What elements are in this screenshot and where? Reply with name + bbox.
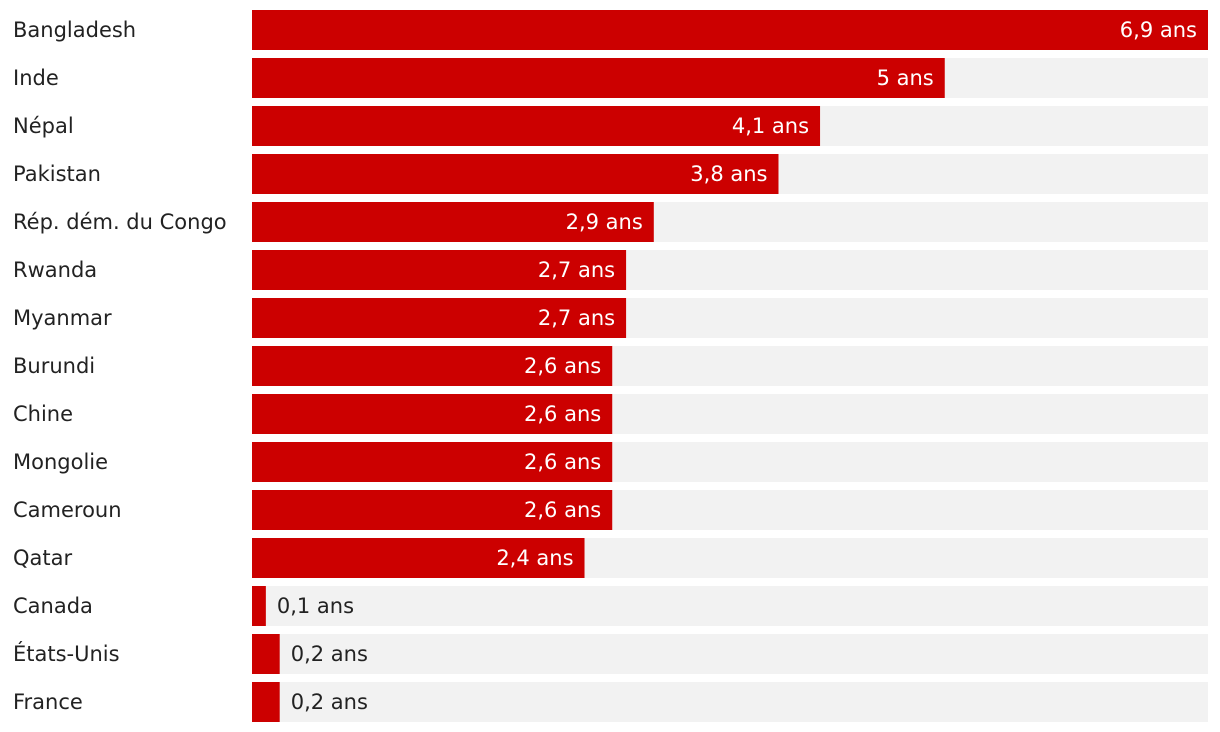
bar-row: Inde 5 ans [13, 58, 1208, 98]
bar-row: Rwanda 2,7 ans [13, 250, 1208, 290]
bar-row: Rép. dém. du Congo 2,9 ans [13, 202, 1208, 242]
bar [252, 250, 627, 290]
value-label: 0,2 ans [291, 690, 368, 714]
bar-row: Canada 0,1 ans [13, 586, 1208, 626]
bar [252, 298, 627, 338]
category-label: France [13, 690, 83, 714]
bar [252, 10, 1208, 50]
bar [252, 202, 654, 242]
value-label: 0,2 ans [291, 642, 368, 666]
bar-track [252, 634, 1208, 674]
value-label: 2,7 ans [538, 306, 615, 330]
value-label: 3,8 ans [690, 162, 767, 186]
category-label: Myanmar [13, 306, 112, 330]
category-label: Rwanda [13, 258, 97, 282]
category-label: Bangladesh [13, 18, 136, 42]
bar-row: États-Unis 0,2 ans [13, 634, 1208, 674]
category-label: Mongolie [13, 450, 108, 474]
category-label: Rép. dém. du Congo [13, 210, 227, 234]
bar-track [252, 682, 1208, 722]
bar [252, 586, 266, 626]
category-label: Népal [13, 114, 74, 138]
category-label: États-Unis [13, 641, 120, 666]
bar-row: Népal 4,1 ans [13, 106, 1208, 146]
bar [252, 58, 945, 98]
category-label: Qatar [13, 546, 73, 570]
bar-row: Myanmar 2,7 ans [13, 298, 1208, 338]
bar-row: France 0,2 ans [13, 682, 1208, 722]
category-label: Inde [13, 66, 59, 90]
bar [252, 394, 613, 434]
value-label: 4,1 ans [732, 114, 809, 138]
value-label: 2,7 ans [538, 258, 615, 282]
bar [252, 442, 613, 482]
bar [252, 682, 280, 722]
bar [252, 538, 585, 578]
bar-row: Bangladesh 6,9 ans [13, 10, 1208, 50]
bar [252, 106, 821, 146]
bar-row: Mongolie 2,6 ans [13, 442, 1208, 482]
value-label: 2,4 ans [496, 546, 573, 570]
value-label: 0,1 ans [277, 594, 354, 618]
category-label: Burundi [13, 354, 95, 378]
bar [252, 490, 613, 530]
bar [252, 634, 280, 674]
value-label: 2,6 ans [524, 450, 601, 474]
bar [252, 154, 779, 194]
bar-row: Burundi 2,6 ans [13, 346, 1208, 386]
value-label: 5 ans [877, 66, 934, 90]
value-label: 2,6 ans [524, 498, 601, 522]
bar-row: Cameroun 2,6 ans [13, 490, 1208, 530]
category-label: Cameroun [13, 498, 122, 522]
category-label: Canada [13, 594, 93, 618]
category-label: Pakistan [13, 162, 101, 186]
bar-row: Chine 2,6 ans [13, 394, 1208, 434]
category-label: Chine [13, 402, 73, 426]
value-label: 2,6 ans [524, 354, 601, 378]
bar [252, 346, 613, 386]
value-label: 2,6 ans [524, 402, 601, 426]
bar-row: Pakistan 3,8 ans [13, 154, 1208, 194]
value-label: 2,9 ans [566, 210, 643, 234]
value-label: 6,9 ans [1120, 18, 1197, 42]
bar-row: Qatar 2,4 ans [13, 538, 1208, 578]
bar-track [252, 586, 1208, 626]
